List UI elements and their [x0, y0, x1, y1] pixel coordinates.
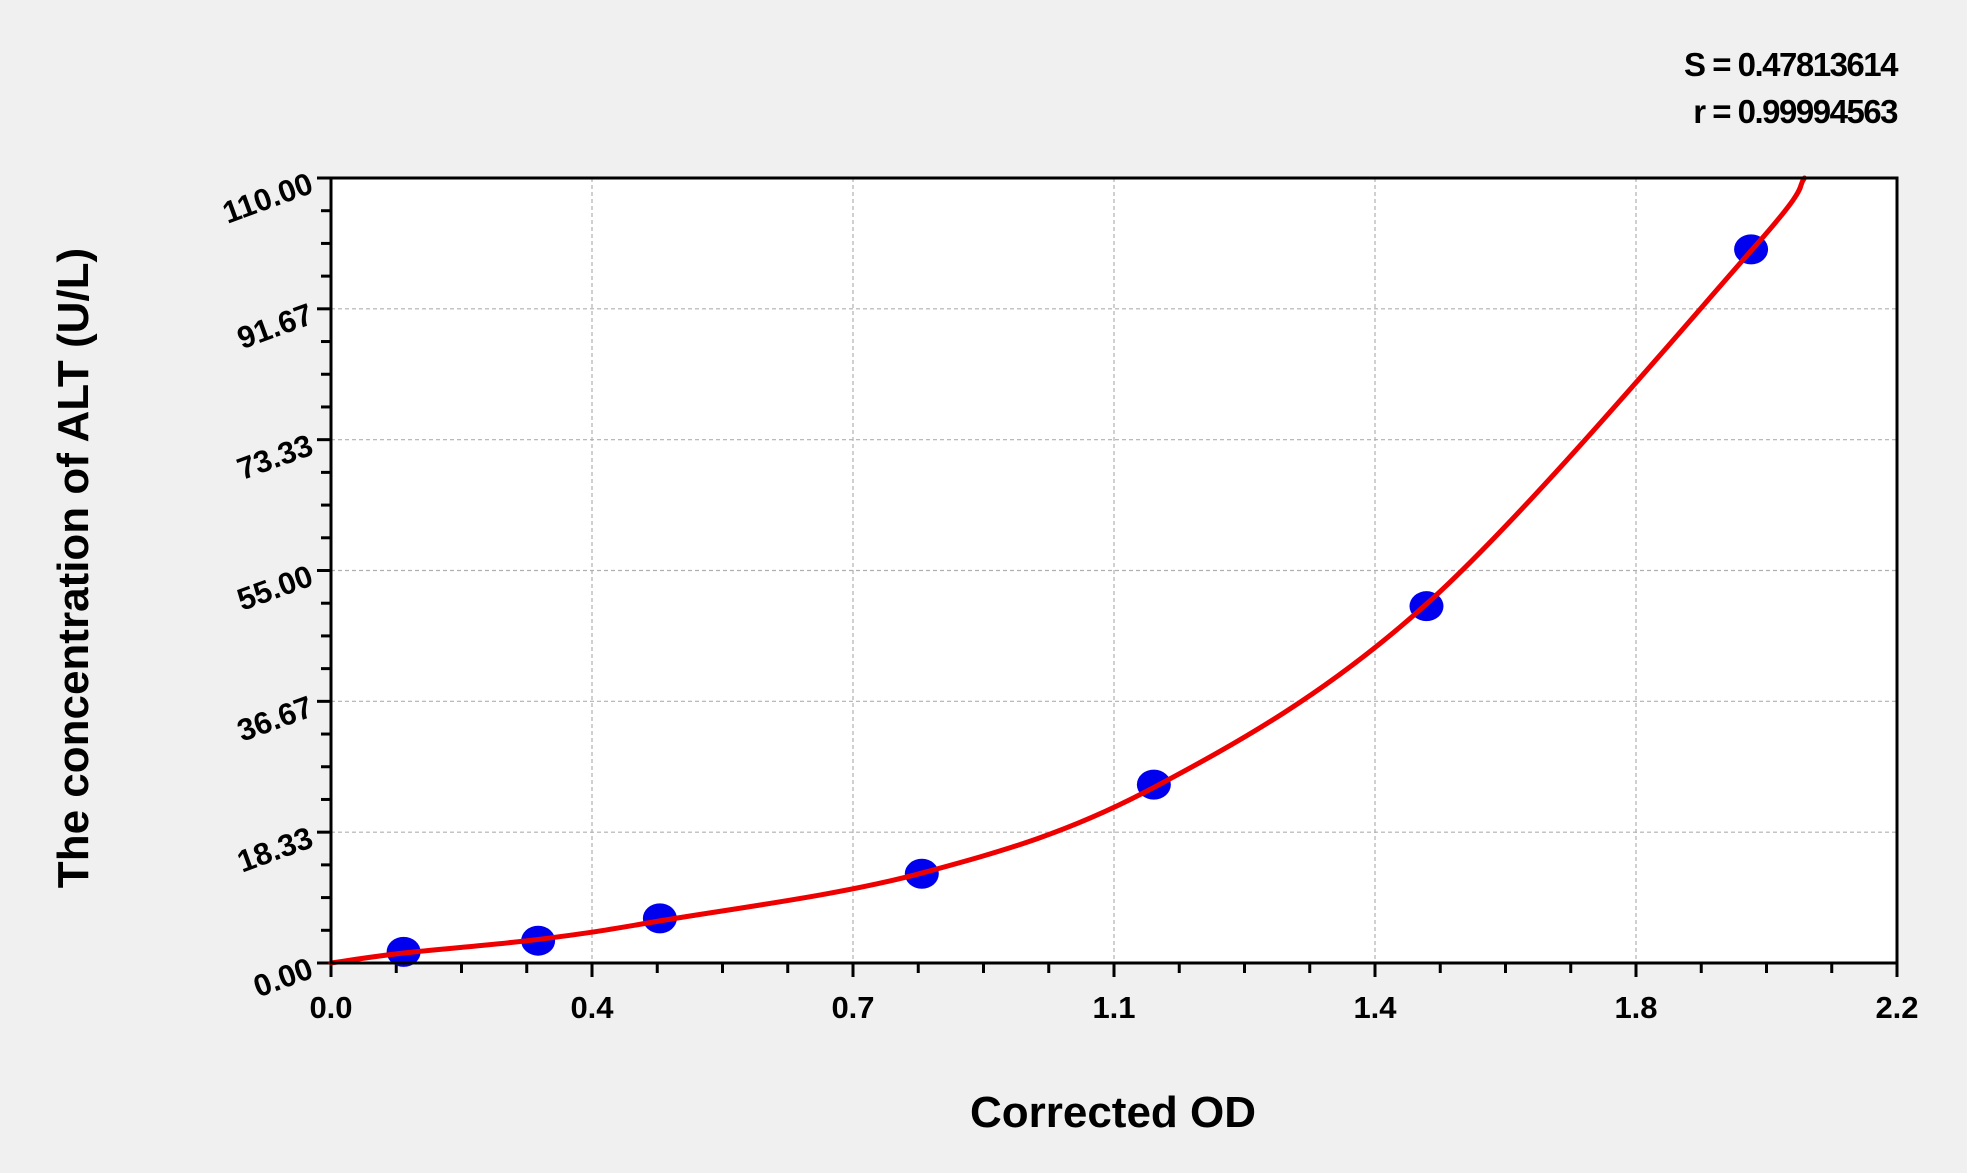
plot-frame: [329, 176, 1899, 965]
x-tick-label: 0.4: [570, 990, 614, 1025]
fit-curve: [328, 175, 1807, 966]
y-axis-title: The concentration of ALT (U/L): [49, 248, 98, 888]
x-tick-label: 2.2: [1875, 990, 1918, 1025]
x-axis-title: Corrected OD: [970, 1088, 1256, 1137]
x-tick-labels: 0.0 0.4 0.7 1.1 1.4 1.8 2.2: [309, 990, 1918, 1025]
r-statistic: r = 0.99994563: [1693, 93, 1898, 130]
x-tick-label: 1.8: [1614, 990, 1657, 1025]
x-tick-label: 0.7: [831, 990, 874, 1025]
x-tick-label: 1.1: [1092, 990, 1135, 1025]
grid-lines: [331, 178, 1897, 963]
x-tick-label: 1.4: [1353, 990, 1397, 1025]
x-tick-label: 0.0: [309, 990, 352, 1025]
s-statistic: S = 0.47813614: [1684, 46, 1899, 83]
